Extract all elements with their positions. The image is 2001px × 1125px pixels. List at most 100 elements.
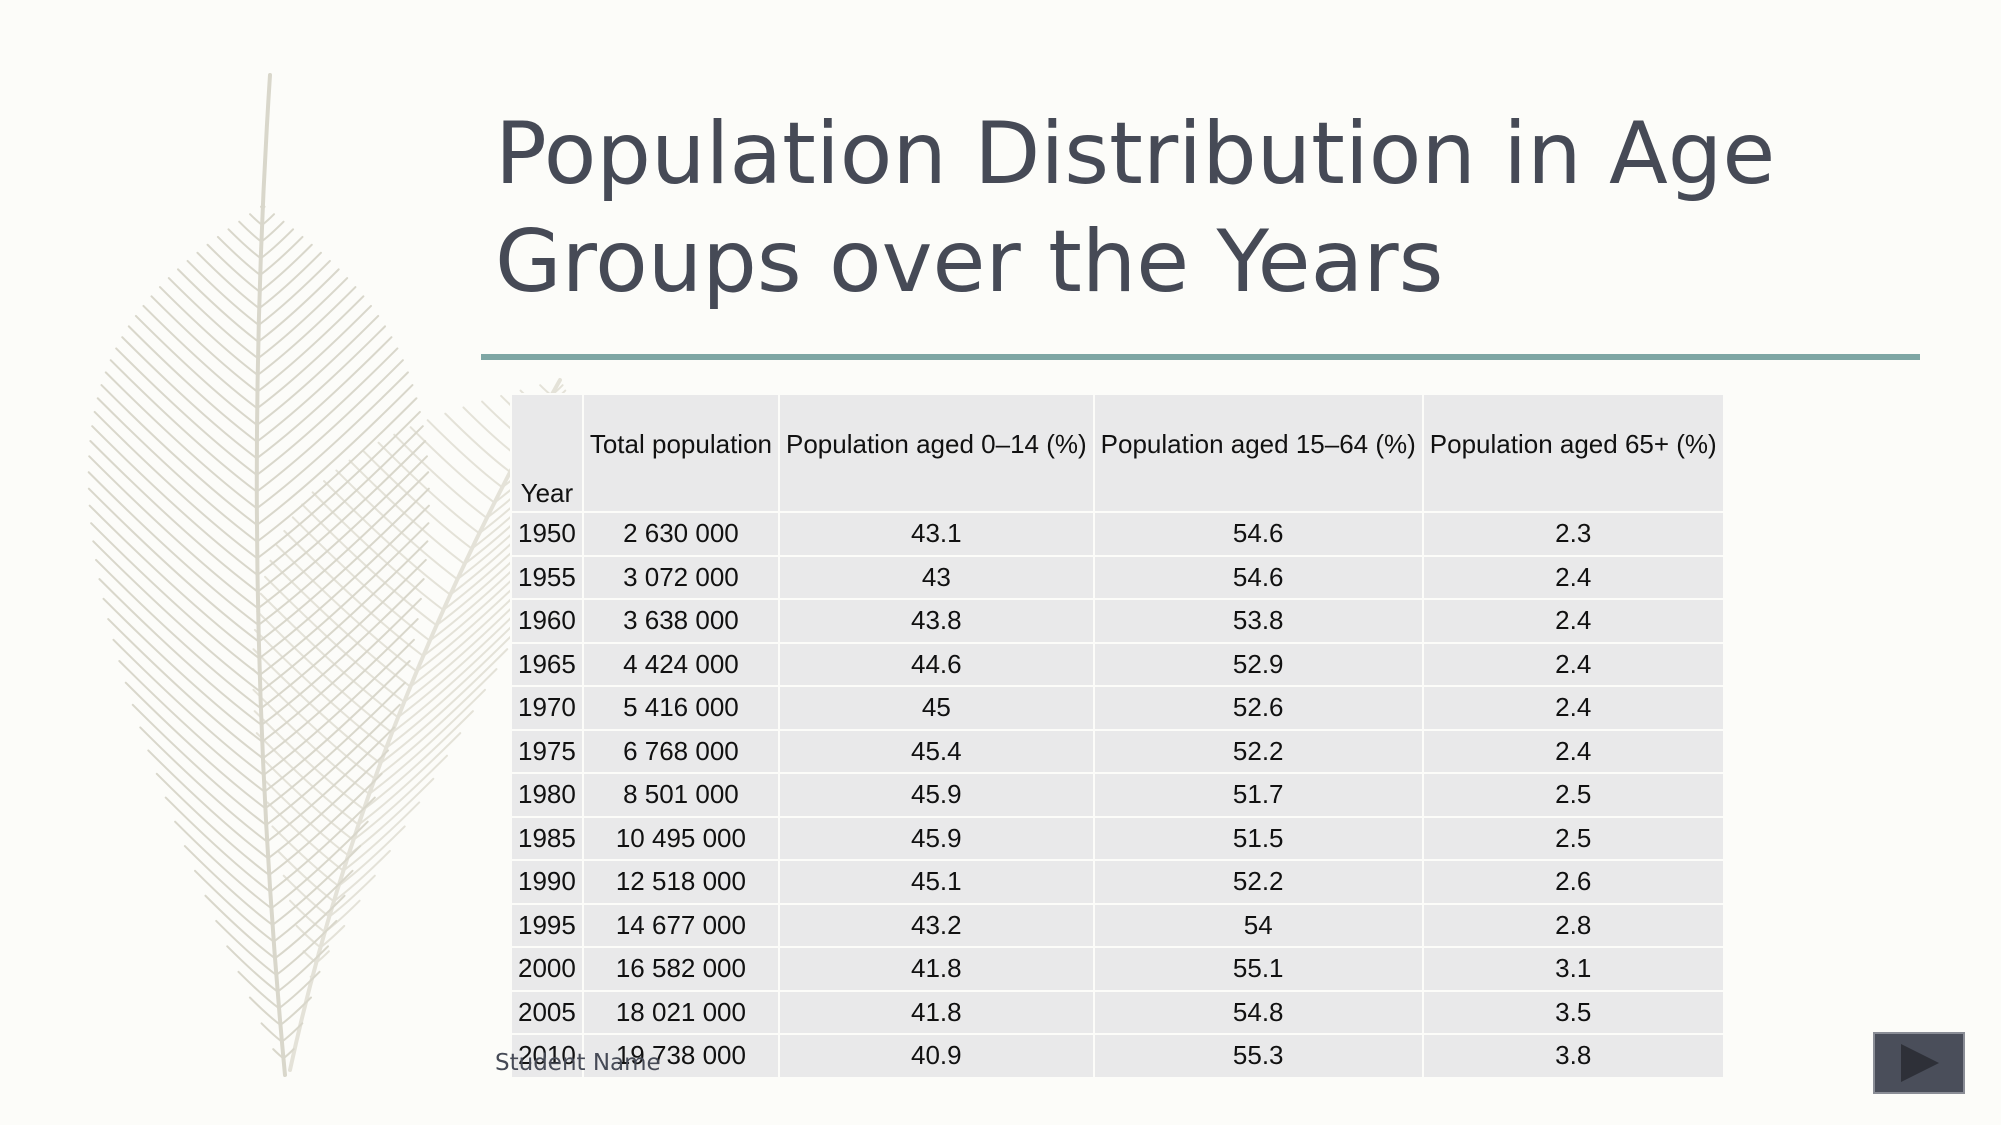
feather-stroke — [158, 286, 259, 376]
feather-stroke — [258, 522, 430, 676]
feather-stroke — [206, 243, 261, 293]
feather-stroke — [121, 336, 258, 460]
feather-stroke — [256, 286, 357, 376]
feather-stroke — [352, 754, 449, 841]
feather-stroke — [270, 820, 369, 910]
feather-stroke — [258, 251, 322, 310]
feather-stroke — [342, 801, 421, 872]
feather-stroke — [204, 894, 277, 960]
feather-stroke — [288, 899, 326, 933]
feather-stroke — [385, 628, 519, 749]
feather-stroke — [444, 412, 512, 473]
feather-stroke — [264, 575, 406, 703]
table-cell: 2.4 — [1421, 728, 1725, 774]
table-cell: 52.2 — [1092, 859, 1424, 905]
table-cell: 1950 — [510, 511, 584, 557]
feather-stroke — [255, 359, 404, 493]
table-cell: 1960 — [510, 598, 584, 644]
column-header: Total population — [581, 393, 780, 513]
feather-stroke — [319, 924, 346, 949]
table-row: 1955 3 072 000 43 54.6 2.4 — [510, 554, 1725, 600]
table-cell: 53.8 — [1092, 598, 1424, 644]
table-row: 1990 12 518 000 45.1 52.2 2.6 — [510, 859, 1725, 905]
feather-stroke — [118, 660, 266, 793]
feather-stroke — [295, 924, 322, 949]
feather-stroke — [426, 419, 504, 489]
feather-stroke — [258, 504, 430, 660]
table-cell: 43.8 — [777, 598, 1095, 644]
feather-stroke — [259, 235, 304, 276]
table-cell: 2005 — [510, 989, 584, 1035]
feather-stroke — [278, 970, 321, 1010]
table-row: 1995 14 677 000 43.2 54 2.8 — [510, 902, 1725, 948]
table-cell: 18 021 000 — [581, 989, 780, 1035]
feather-stroke — [357, 732, 462, 826]
feather-stroke — [362, 450, 473, 550]
table-cell: 2.4 — [1421, 598, 1725, 644]
feather-stroke — [279, 996, 312, 1026]
table-row: 1960 3 638 000 43.8 53.8 2.4 — [510, 598, 1725, 644]
feather-stroke — [275, 919, 338, 976]
feather-stroke — [276, 945, 330, 993]
feather-stroke — [95, 558, 262, 710]
data-table: Year Total population Population aged 0–14… — [510, 393, 1725, 1079]
table-cell: 1955 — [510, 554, 584, 600]
table-cell: 2.6 — [1421, 859, 1725, 905]
feather-stroke — [257, 455, 428, 610]
feather-stroke — [89, 440, 259, 593]
feather-stroke — [127, 325, 258, 443]
feather-stroke — [262, 638, 415, 776]
table-cell: 2 630 000 — [581, 511, 780, 557]
feather-stroke — [131, 703, 268, 826]
table-cell: 55.3 — [1092, 1033, 1424, 1079]
feather-stroke — [256, 425, 424, 576]
next-button[interactable] — [1873, 1032, 1965, 1094]
table-row: 1980 8 501 000 45.9 51.7 2.5 — [510, 772, 1725, 818]
feather-stroke — [215, 919, 278, 976]
feather-stroke — [258, 243, 313, 293]
feather-stroke — [104, 371, 258, 510]
feather-stroke — [260, 220, 285, 243]
author-name: Student Name — [495, 1050, 661, 1076]
table-cell: 43.2 — [777, 902, 1095, 948]
table-cell: 1995 — [510, 902, 584, 948]
feather-stroke — [282, 1048, 295, 1060]
feather-stroke — [391, 610, 528, 734]
table-cell: 55.1 — [1092, 946, 1424, 992]
feather-stroke — [276, 849, 335, 903]
feather-stroke — [257, 471, 430, 626]
feather-stroke — [226, 945, 279, 993]
feather-stroke — [142, 304, 259, 410]
feather-stroke — [255, 336, 393, 460]
feather-stroke — [259, 228, 295, 260]
feather-stroke — [92, 540, 262, 693]
table-row: 1970 5 416 000 45 52.6 2.4 — [510, 685, 1725, 731]
feather-stroke — [90, 522, 261, 676]
table-cell: 2.8 — [1421, 902, 1725, 948]
column-header: Population aged 0–14 (%) — [777, 393, 1095, 513]
column-header: Population aged 65+ (%) — [1421, 393, 1725, 513]
feather-stroke — [238, 220, 263, 243]
feather-stroke — [256, 610, 394, 734]
feather-stroke — [255, 371, 409, 510]
feather-stroke — [255, 347, 399, 476]
feather-stroke — [264, 681, 406, 810]
table-row: 1975 6 768 000 45.4 52.2 2.4 — [510, 728, 1725, 774]
feather-stroke — [260, 1022, 283, 1043]
feather-stroke — [337, 825, 406, 887]
feather-stroke — [249, 213, 264, 226]
feather-stroke — [323, 480, 452, 596]
feather-stroke — [93, 410, 259, 560]
feather-stroke — [261, 597, 422, 743]
table-cell: 51.5 — [1092, 815, 1424, 861]
table-cell: 2.5 — [1421, 815, 1725, 861]
feather-stroke — [266, 801, 345, 872]
table-cell: 2.4 — [1421, 641, 1725, 687]
feather-stroke — [256, 410, 421, 560]
table-row: 1950 2 630 000 43.1 54.6 2.3 — [510, 511, 1725, 557]
feather-stroke — [256, 304, 372, 410]
table-row: 2005 18 021 000 41.8 54.8 3.5 — [510, 989, 1725, 1035]
feather-stroke — [183, 845, 274, 926]
table-cell: 45.9 — [777, 815, 1095, 861]
table-cell: 1965 — [510, 641, 584, 687]
